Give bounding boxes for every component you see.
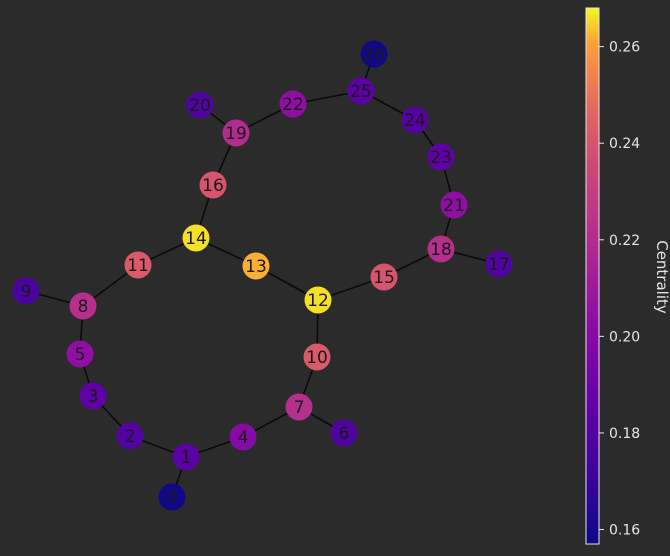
node-11: 11	[124, 251, 152, 279]
node-15: 15	[370, 263, 398, 291]
node-22: 22	[279, 90, 307, 118]
node-label: 24	[404, 111, 426, 131]
node-label: 16	[202, 176, 224, 196]
colorbar-gradient	[585, 7, 600, 545]
colorbar-tick-label: 0.20	[609, 329, 640, 345]
node-label: 18	[430, 240, 452, 260]
node-circle	[303, 343, 331, 371]
node-circle	[242, 252, 270, 280]
node-circle	[12, 277, 40, 305]
node-circle	[199, 171, 227, 199]
node-17: 17	[485, 250, 513, 278]
node-23: 23	[427, 143, 455, 171]
node-1: 1	[172, 443, 200, 471]
node-circle	[347, 77, 375, 105]
colorbar-tick-label: 0.26	[609, 40, 640, 56]
node-label: 23	[430, 148, 452, 168]
colorbar: 0.16 0.18 0.20 0.22 0.24 0.26 Centrality	[585, 7, 670, 545]
node-13: 13	[242, 252, 270, 280]
colorbar-tick-label: 0.22	[609, 233, 640, 249]
node-circle	[158, 483, 186, 511]
node-label: 0	[167, 488, 178, 508]
colorbar-ticks: 0.16 0.18 0.20 0.22 0.24 0.26	[599, 40, 640, 539]
node-circle	[66, 340, 94, 368]
node-14: 14	[182, 224, 210, 252]
node-5: 5	[66, 340, 94, 368]
node-circle	[401, 106, 429, 134]
node-circle	[222, 119, 250, 147]
node-label: 2	[125, 427, 136, 447]
node-10: 10	[303, 343, 331, 371]
node-label: 3	[88, 387, 99, 407]
colorbar-tick-label: 0.16	[609, 523, 640, 539]
node-21: 21	[440, 191, 468, 219]
node-7: 7	[285, 393, 313, 421]
node-9: 9	[12, 277, 40, 305]
colorbar-tick-label: 0.18	[609, 426, 640, 442]
node-circle	[427, 235, 455, 263]
node-label: 10	[306, 348, 328, 368]
node-3: 3	[79, 382, 107, 410]
node-circle	[172, 443, 200, 471]
node-label: 9	[21, 282, 32, 302]
node-circle	[304, 286, 332, 314]
node-circle	[124, 251, 152, 279]
node-2: 2	[116, 422, 144, 450]
node-circle	[69, 292, 97, 320]
node-label: 20	[189, 96, 211, 116]
node-circle	[485, 250, 513, 278]
node-6: 6	[330, 419, 358, 447]
nodes-layer: 0123456789101112131415161718192021222324…	[12, 40, 513, 511]
node-circle	[182, 224, 210, 252]
colorbar-tick-label: 0.24	[609, 136, 640, 152]
node-circle	[370, 263, 398, 291]
node-label: 21	[443, 196, 465, 216]
node-label: 1	[181, 448, 192, 468]
node-circle	[229, 423, 257, 451]
node-4: 4	[229, 423, 257, 451]
node-19: 19	[222, 119, 250, 147]
node-0: 0	[158, 483, 186, 511]
node-label: 11	[127, 256, 149, 276]
node-label: 22	[282, 95, 304, 115]
node-circle	[440, 191, 468, 219]
node-circle	[186, 91, 214, 119]
node-16: 16	[199, 171, 227, 199]
node-circle	[279, 90, 307, 118]
node-label: 5	[75, 345, 86, 365]
node-8: 8	[69, 292, 97, 320]
node-label: 26	[363, 45, 385, 65]
node-label: 14	[185, 229, 207, 249]
node-circle	[285, 393, 313, 421]
node-label: 15	[373, 268, 395, 288]
node-label: 6	[339, 424, 350, 444]
node-label: 8	[78, 297, 89, 317]
colorbar-title: Centrality	[653, 240, 670, 314]
node-circle	[427, 143, 455, 171]
node-circle	[116, 422, 144, 450]
node-18: 18	[427, 235, 455, 263]
node-25: 25	[347, 77, 375, 105]
node-24: 24	[401, 106, 429, 134]
node-label: 7	[294, 398, 305, 418]
node-label: 13	[245, 257, 267, 277]
node-26: 26	[360, 40, 388, 68]
node-circle	[79, 382, 107, 410]
node-12: 12	[304, 286, 332, 314]
node-circle	[360, 40, 388, 68]
node-label: 25	[350, 82, 372, 102]
node-circle	[330, 419, 358, 447]
node-label: 19	[225, 124, 247, 144]
node-label: 12	[307, 291, 329, 311]
node-label: 17	[488, 255, 510, 275]
node-label: 4	[238, 428, 249, 448]
node-20: 20	[186, 91, 214, 119]
